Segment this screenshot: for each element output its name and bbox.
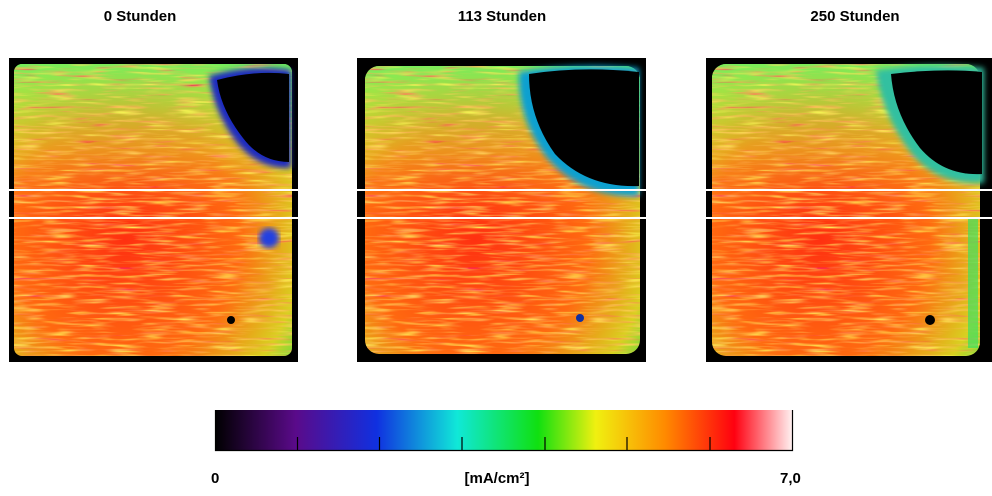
colorbar: 0 [mA/cm²] 7,0: [211, 410, 801, 487]
heatmap: [706, 58, 992, 362]
heatmap: [9, 58, 298, 362]
colorbar-max-label: 7,0: [780, 470, 801, 487]
panel-title: 113 Stunden: [458, 8, 546, 25]
colorbar-unit-label: [mA/cm²]: [464, 470, 529, 487]
heatmap: [357, 58, 646, 362]
panels: 0 Stunden 113 Stunden 250 Stunden: [104, 8, 900, 25]
panel-title: 0 Stunden: [104, 8, 177, 25]
colorbar-min-label: 0: [211, 470, 219, 487]
panel-title: 250 Stunden: [810, 8, 899, 25]
